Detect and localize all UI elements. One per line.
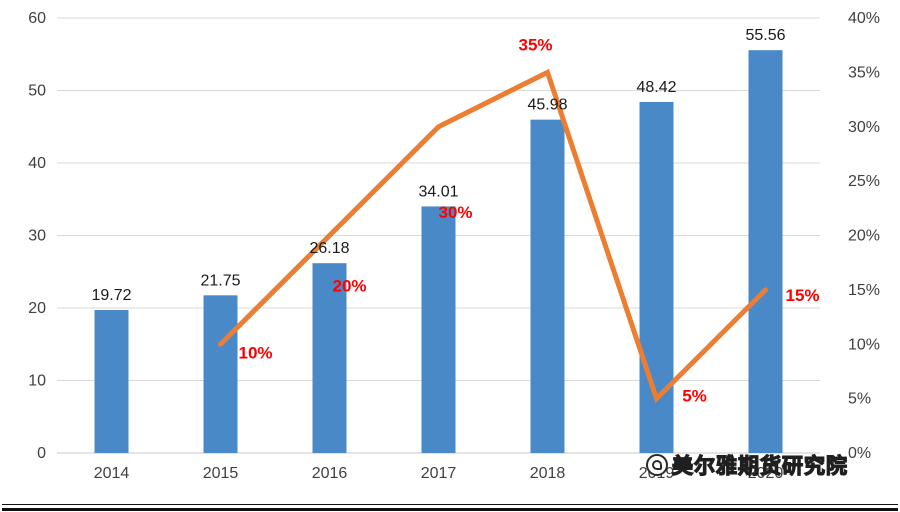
right-axis-tick: 25% — [848, 173, 880, 190]
left-axis-tick: 50 — [28, 83, 46, 100]
growth-rate-label: 35% — [518, 35, 552, 54]
right-axis-tick: 20% — [848, 228, 880, 245]
x-axis-label: 2017 — [421, 465, 457, 482]
bar — [312, 263, 347, 453]
bar — [421, 206, 456, 453]
right-axis-tick: 5% — [848, 391, 871, 408]
growth-rate-label: 15% — [785, 286, 819, 305]
growth-line-series — [218, 68, 768, 404]
growth-rate-label: 5% — [682, 387, 707, 406]
growth-rate-label: 30% — [438, 203, 472, 222]
bar — [748, 50, 783, 453]
bottom-border-thin-line — [2, 504, 898, 505]
x-axis-label: 2014 — [94, 465, 130, 482]
x-axis-label: 2016 — [312, 465, 348, 482]
left-axis-tick: 0 — [37, 445, 46, 462]
left-axis-tick: 20 — [28, 300, 46, 317]
x-axis-label: 2019 — [639, 465, 675, 482]
right-axis-tick: 40% — [848, 10, 880, 27]
right-axis-tick: 10% — [848, 336, 880, 353]
x-axis-label: 2018 — [530, 465, 566, 482]
left-axis-tick: 30 — [28, 228, 46, 245]
bar-value-label: 55.56 — [745, 27, 785, 44]
bar — [203, 295, 238, 453]
x-axis-label: 2015 — [203, 465, 239, 482]
bar-value-label: 34.01 — [418, 183, 458, 200]
bar — [530, 119, 565, 454]
left-axis-tick: 10 — [28, 373, 46, 390]
right-axis-tick: 35% — [848, 64, 880, 81]
bar-value-label: 21.75 — [200, 272, 240, 289]
right-axis-tick: 15% — [848, 282, 880, 299]
bar-value-label: 48.42 — [636, 79, 676, 96]
left-axis-tick: 60 — [28, 10, 46, 27]
growth-rate-label: 10% — [238, 343, 272, 362]
bottom-border-thick-line — [2, 508, 898, 511]
growth-rate-label: 20% — [332, 277, 366, 296]
bar-value-label: 26.18 — [309, 240, 349, 257]
right-axis-tick: 0% — [848, 445, 871, 462]
bar-value-label: 19.72 — [91, 287, 131, 304]
bar-value-label: 45.98 — [527, 97, 567, 114]
bar — [94, 310, 129, 453]
left-axis-tick: 40 — [28, 155, 46, 172]
right-axis-tick: 30% — [848, 119, 880, 136]
x-axis-label: 2020 — [748, 465, 784, 482]
